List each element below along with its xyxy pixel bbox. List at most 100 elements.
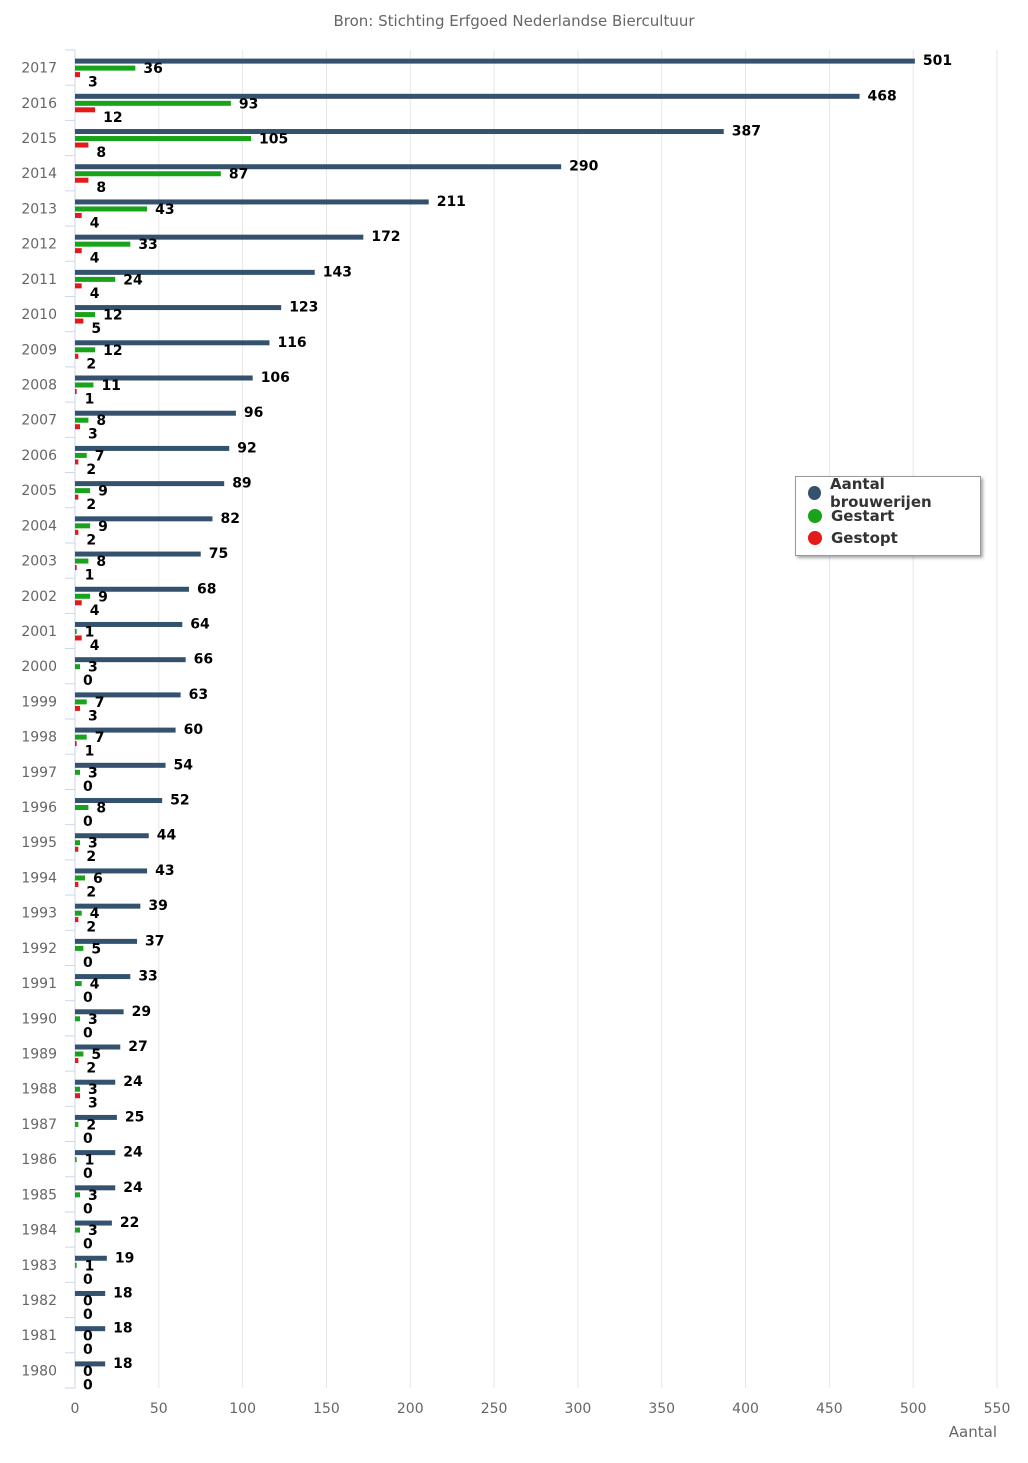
bar-gestopt[interactable]: [75, 529, 79, 535]
legend-item-gestart[interactable]: Gestart: [808, 505, 894, 527]
bar-gestart[interactable]: [75, 628, 77, 634]
bar-aantal-brouwerijen[interactable]: [75, 938, 138, 944]
bar-gestart[interactable]: [75, 312, 96, 318]
bar-gestart[interactable]: [75, 1262, 77, 1268]
bar-aantal-brouwerijen[interactable]: [75, 445, 230, 451]
bar-gestart[interactable]: [75, 488, 91, 494]
bar-aantal-brouwerijen[interactable]: [75, 516, 213, 522]
bar-aantal-brouwerijen[interactable]: [75, 586, 189, 592]
bar-aantal-brouwerijen[interactable]: [75, 1326, 106, 1332]
bar-gestopt[interactable]: [75, 741, 77, 747]
bar-gestopt[interactable]: [75, 565, 77, 571]
bar-aantal-brouwerijen[interactable]: [75, 164, 562, 170]
bar-aantal-brouwerijen[interactable]: [75, 1361, 106, 1367]
bar-gestopt[interactable]: [75, 107, 96, 113]
bar-aantal-brouwerijen[interactable]: [75, 762, 166, 768]
bar-aantal-brouwerijen[interactable]: [75, 129, 724, 135]
bar-gestart[interactable]: [75, 734, 87, 740]
bar-gestopt[interactable]: [75, 424, 81, 430]
bar-aantal-brouwerijen[interactable]: [75, 551, 201, 557]
bar-gestopt[interactable]: [75, 705, 81, 711]
bar-aantal-brouwerijen[interactable]: [75, 1150, 116, 1156]
bar-gestart[interactable]: [75, 136, 252, 142]
bar-gestopt[interactable]: [75, 177, 89, 183]
bar-gestart[interactable]: [75, 1086, 81, 1092]
bar-gestart[interactable]: [75, 347, 96, 353]
bar-gestopt[interactable]: [75, 494, 79, 500]
bar-gestart[interactable]: [75, 769, 81, 775]
bar-aantal-brouwerijen[interactable]: [75, 798, 163, 804]
bar-gestart[interactable]: [75, 1016, 81, 1022]
bar-gestopt[interactable]: [75, 600, 82, 606]
bar-aantal-brouwerijen[interactable]: [75, 727, 176, 733]
bar-gestart[interactable]: [75, 276, 116, 282]
bar-gestopt[interactable]: [75, 917, 79, 923]
bar-gestopt[interactable]: [75, 212, 82, 218]
bar-gestart[interactable]: [75, 840, 81, 846]
bar-gestart[interactable]: [75, 981, 82, 987]
bar-aantal-brouwerijen[interactable]: [75, 1009, 124, 1015]
bar-aantal-brouwerijen[interactable]: [75, 868, 148, 874]
bar-gestart[interactable]: [75, 206, 148, 212]
bar-aantal-brouwerijen[interactable]: [75, 1079, 116, 1085]
bar-gestopt[interactable]: [75, 1058, 79, 1063]
bar-aantal-brouwerijen[interactable]: [75, 1220, 112, 1226]
bar-aantal-brouwerijen[interactable]: [75, 833, 149, 839]
bar-aantal-brouwerijen[interactable]: [75, 93, 860, 99]
bar-gestopt[interactable]: [75, 881, 79, 887]
bar-gestart[interactable]: [75, 1121, 79, 1127]
bar-gestopt[interactable]: [75, 353, 79, 359]
bar-gestart[interactable]: [75, 805, 89, 811]
bar-gestart[interactable]: [75, 558, 89, 564]
bar-aantal-brouwerijen[interactable]: [75, 692, 181, 698]
bar-aantal-brouwerijen[interactable]: [75, 234, 364, 240]
bar-gestopt[interactable]: [75, 846, 79, 852]
bar-aantal-brouwerijen[interactable]: [75, 305, 282, 311]
bar-aantal-brouwerijen[interactable]: [75, 974, 131, 980]
bar-aantal-brouwerijen[interactable]: [75, 903, 141, 909]
bar-gestart[interactable]: [75, 593, 91, 599]
bar-gestart[interactable]: [75, 523, 91, 529]
bar-gestart[interactable]: [75, 382, 94, 388]
bar-aantal-brouwerijen[interactable]: [75, 621, 183, 627]
bar-aantal-brouwerijen[interactable]: [75, 269, 315, 275]
bar-gestart[interactable]: [75, 664, 81, 670]
legend-item-gestopt[interactable]: Gestopt: [808, 527, 898, 549]
bar-gestopt[interactable]: [75, 142, 89, 148]
bar-aantal-brouwerijen[interactable]: [75, 1255, 107, 1261]
bar-gestart[interactable]: [75, 452, 87, 458]
bar-aantal-brouwerijen[interactable]: [75, 481, 225, 487]
bar-gestart[interactable]: [75, 875, 86, 881]
bar-gestart[interactable]: [75, 171, 221, 177]
bar-aantal-brouwerijen[interactable]: [75, 199, 429, 205]
bar-gestopt[interactable]: [75, 389, 77, 394]
legend-item-aantal-brouwerijen[interactable]: Aantal brouwerijen: [808, 475, 980, 511]
bar-aantal-brouwerijen[interactable]: [75, 657, 186, 663]
bar-gestart[interactable]: [75, 699, 87, 705]
bar-gestopt[interactable]: [75, 635, 82, 641]
bar-gestart[interactable]: [75, 241, 131, 247]
bar-aantal-brouwerijen[interactable]: [75, 340, 270, 346]
bar-gestart[interactable]: [75, 1192, 81, 1198]
bar-aantal-brouwerijen[interactable]: [75, 375, 253, 381]
bar-gestopt[interactable]: [75, 318, 84, 324]
bar-gestart[interactable]: [75, 910, 82, 916]
bar-gestart[interactable]: [75, 1227, 81, 1233]
bar-gestart[interactable]: [75, 1157, 77, 1163]
bar-aantal-brouwerijen[interactable]: [75, 410, 236, 416]
bar-aantal-brouwerijen[interactable]: [75, 1044, 121, 1050]
bar-gestart[interactable]: [75, 417, 89, 423]
bar-gestopt[interactable]: [75, 248, 82, 254]
bar-gestart[interactable]: [75, 65, 136, 71]
bar-gestart[interactable]: [75, 1051, 84, 1057]
bar-aantal-brouwerijen[interactable]: [75, 1290, 106, 1296]
bar-aantal-brouwerijen[interactable]: [75, 58, 915, 64]
bar-gestopt[interactable]: [75, 459, 79, 465]
bar-aantal-brouwerijen[interactable]: [75, 1114, 117, 1120]
bar-gestopt[interactable]: [75, 283, 82, 289]
bar-gestart[interactable]: [75, 945, 84, 951]
bar-gestopt[interactable]: [75, 1093, 81, 1099]
bar-gestopt[interactable]: [75, 72, 81, 78]
bar-aantal-brouwerijen[interactable]: [75, 1185, 116, 1191]
bar-gestart[interactable]: [75, 100, 231, 106]
